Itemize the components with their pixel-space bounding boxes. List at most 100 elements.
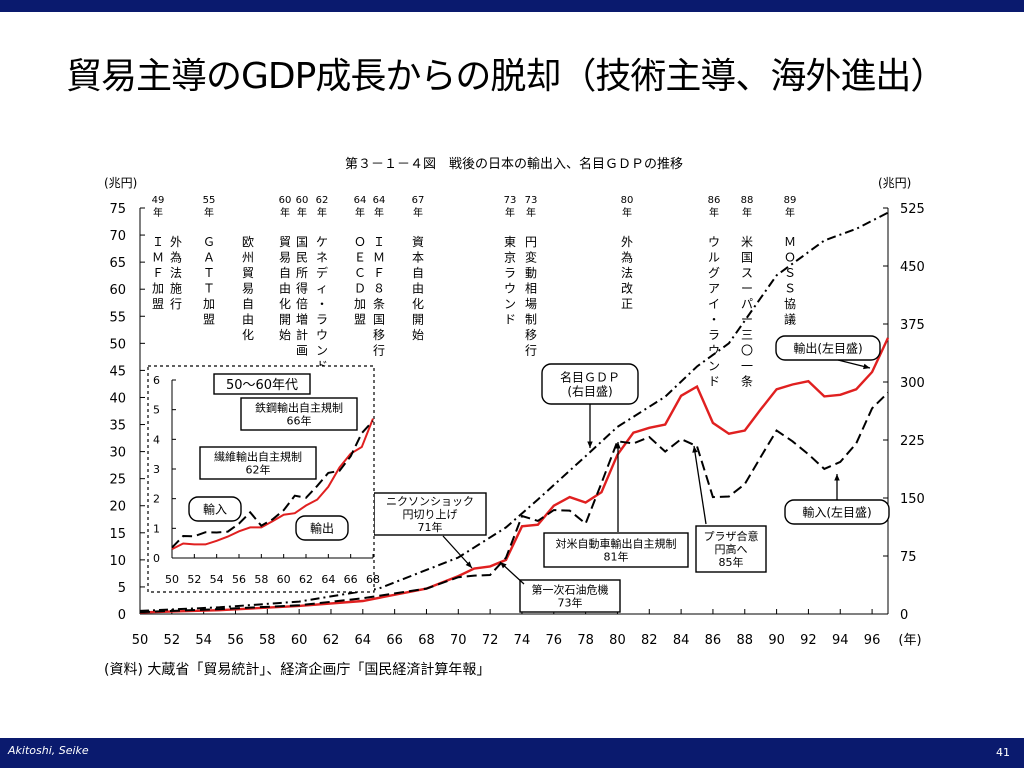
event-label-char: 由 <box>242 313 254 327</box>
event-label-char: ラ <box>316 313 328 327</box>
arrow-nixon <box>442 535 473 569</box>
event-label-char: ィ <box>316 282 328 296</box>
event-label-char: Ｉ <box>373 235 385 249</box>
arrow-import-head <box>834 474 840 481</box>
x-tick-label: 94 <box>832 633 849 648</box>
x-tick-label: 90 <box>768 633 785 648</box>
arrow-auto-head <box>615 442 621 449</box>
event-label-char: Ｍ <box>784 235 796 249</box>
event-year: 73 <box>504 195 517 206</box>
inset-x-tick-label: 66 <box>344 573 358 586</box>
event-label-char: 為 <box>170 251 182 265</box>
right-tick-label: 150 <box>900 492 925 507</box>
event-label-char: イ <box>708 297 720 311</box>
event-label-char: ・ <box>708 313 720 327</box>
event-label-char: Ｏ <box>354 235 366 249</box>
arrow-plaza <box>693 445 707 525</box>
event-label-char: Ｉ <box>152 235 164 249</box>
annotation-oil-shock-frame <box>519 579 621 613</box>
event-year: 86 <box>708 195 721 206</box>
event-year: 80 <box>621 195 634 206</box>
event-label-char: 貿 <box>242 266 254 280</box>
event-label-char: ル <box>708 251 720 265</box>
event-label-char: Ｔ <box>203 266 215 280</box>
event-year: 年 <box>709 206 719 219</box>
event-label-char: 正 <box>621 297 633 311</box>
arrow-plaza-head <box>692 446 698 453</box>
event-label-char: 国 <box>296 235 308 249</box>
x-tick-label: 58 <box>259 633 276 648</box>
inset-y-tick-label: 2 <box>153 493 160 506</box>
inset-series-line-1 <box>171 420 374 549</box>
event-year: 60 <box>279 195 292 206</box>
event-label-char: 増 <box>296 313 308 327</box>
event-label-char: 始 <box>412 328 424 342</box>
annotation-export-text: 輸出(左目盛) <box>793 341 862 356</box>
left-tick-label: 5 <box>118 581 126 596</box>
event-label-char: 由 <box>279 282 291 296</box>
event-label-char: ウ <box>708 344 720 358</box>
event-label-char: 行 <box>170 297 182 311</box>
left-tick-label: 10 <box>109 554 126 569</box>
event-year: 年 <box>742 206 752 219</box>
annotation-auto-text: 対米自動車輸出自主規制 <box>556 537 677 551</box>
page-number: 41 <box>996 746 1010 759</box>
inset-annotation-steel-text: 鉄鋼輸出自主規制 <box>255 401 343 415</box>
x-tick-label: 88 <box>736 633 753 648</box>
inset-x-tick-label: 52 <box>187 573 201 586</box>
left-tick-label: 65 <box>109 256 126 271</box>
event-label-char: 貿 <box>279 235 291 249</box>
event-label-char: 施 <box>170 282 182 296</box>
annotation-gdp: 名目ＧＤＰ(右目盛) <box>541 363 639 405</box>
annotation-plaza-text: 円高へ <box>715 542 748 556</box>
event-year: 67 <box>412 195 425 206</box>
event-label-char: ー <box>741 282 753 296</box>
event-label-char: Ｓ <box>784 282 796 296</box>
chart-source: (資料) 大蔵省「貿易統計」、経済企画庁「国民経済計算年報」 <box>104 661 490 678</box>
footer-author: Akitoshi, Seike <box>8 744 89 757</box>
inset-annotation-import: 輸入 <box>188 496 242 522</box>
event-label-char: 欧 <box>242 235 254 249</box>
annotation-plaza-text: プラザ合意 <box>704 529 759 543</box>
event-label-char: 得 <box>296 281 308 296</box>
event-label-char: 盟 <box>152 297 164 311</box>
inset-annotation-textile-frame <box>199 446 317 480</box>
inset-x-tick-label: 50 <box>165 573 179 586</box>
x-tick-label: 80 <box>609 633 626 648</box>
event-year: 64 <box>373 195 386 206</box>
left-tick-label: 45 <box>109 364 126 379</box>
inset-series-line-0 <box>171 418 374 550</box>
event-label-char: 移 <box>373 328 385 342</box>
event-label-char: ラ <box>708 328 720 342</box>
series-line-1 <box>139 391 889 614</box>
annotation-gdp-text: (右目盛) <box>567 384 612 399</box>
event-label-char: 国 <box>373 313 385 327</box>
event-label-char: 自 <box>242 297 254 311</box>
annotation-auto-frame <box>543 532 689 568</box>
inset-annotation-import-text: 輸入 <box>203 502 227 517</box>
event-label-char: 所 <box>296 266 308 280</box>
event-label-char: 行 <box>373 344 385 358</box>
event-label-char: 条 <box>373 297 385 311</box>
event-label-char: 自 <box>279 266 291 280</box>
x-tick-label: 68 <box>418 633 435 648</box>
event-label-char: 計 <box>296 327 308 342</box>
event-label-char: 三 <box>741 328 753 342</box>
event-label-char: 易 <box>279 251 291 265</box>
event-label-char: ア <box>708 282 720 296</box>
event-year: 年 <box>526 206 536 219</box>
inset-annotation-import-frame <box>188 496 242 522</box>
x-axis-unit: (年) <box>898 633 921 648</box>
annotation-auto-text: 81年 <box>604 550 629 564</box>
event-year: 年 <box>413 206 423 219</box>
annotation-nixon-text: 71年 <box>418 520 443 534</box>
event-label-char: 国 <box>741 251 753 265</box>
left-tick-label: 55 <box>109 310 126 325</box>
event-label-char: ド <box>708 375 720 389</box>
top-bar <box>0 0 1024 12</box>
event-label-char: 為 <box>621 251 633 265</box>
event-label-char: ス <box>741 266 753 280</box>
event-year: 60 <box>296 195 309 206</box>
event-label-char: ケ <box>316 235 328 249</box>
event-year: 年 <box>374 206 384 219</box>
